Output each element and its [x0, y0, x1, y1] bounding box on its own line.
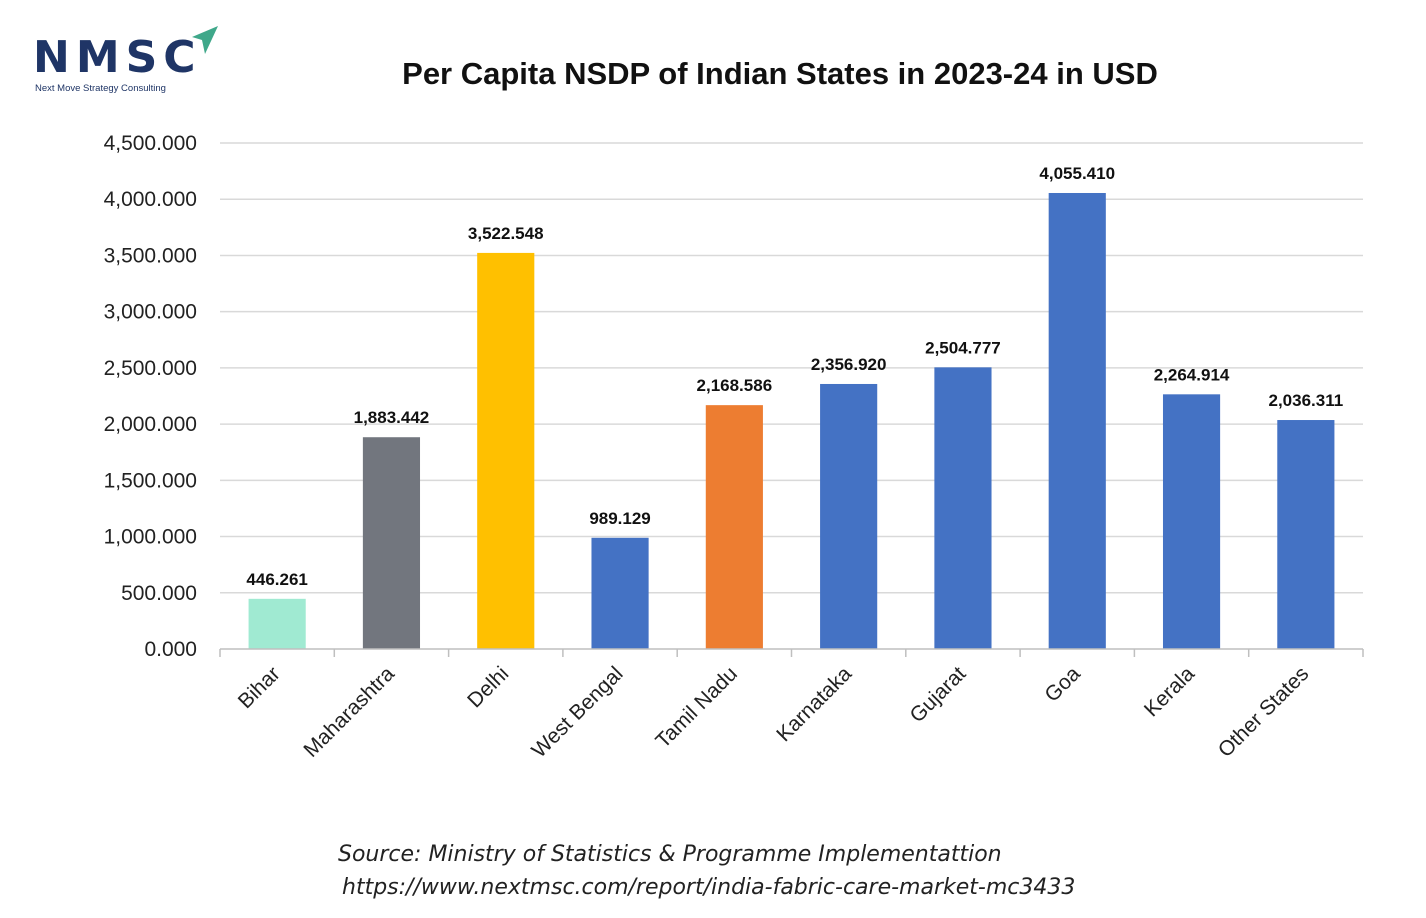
x-tick-label: Bihar	[234, 662, 285, 713]
y-axis-tick-labels: 0.000 500.000 1,000.000 1,500.000 2,000.000 2…	[104, 132, 197, 661]
source-note: Source: Ministry of Statistics & Program…	[338, 838, 1075, 904]
x-tick-label: Gujarat	[906, 662, 971, 727]
x-tick-label: Tamil Nadu	[651, 662, 742, 753]
x-tick-label: Kerala	[1140, 662, 1199, 721]
data-label: 2,264.914	[1154, 365, 1230, 384]
x-tick-label: Other States	[1214, 662, 1314, 762]
x-axis: Bihar Maharashtra Delhi West Bengal Tamil Na…	[219, 648, 1364, 762]
x-tick-label: Delhi	[463, 662, 513, 712]
y-tick-label: 0.000	[144, 638, 197, 661]
data-label: 2,504.777	[925, 338, 1001, 357]
source-url: https://www.nextmsc.com/report/india-fab…	[342, 875, 1076, 900]
data-label: 3,522.548	[468, 224, 544, 243]
bar	[477, 252, 535, 649]
x-tick-label: Goa	[1040, 662, 1085, 707]
y-tick-label: 4,500.000	[104, 132, 197, 155]
logo: NMSC Next Move Strategy Consulting	[30, 22, 230, 102]
logo-text: NMSC	[33, 32, 202, 83]
y-tick-label: 3,500.000	[104, 244, 197, 267]
bar	[362, 437, 421, 649]
bar	[1048, 192, 1106, 649]
logo-tagline: Next Move Strategy Consulting	[35, 83, 166, 94]
data-label: 1,883.442	[354, 408, 430, 427]
data-labels: 446.261 1,883.442 3,522.548 989.129 2,168.58…	[246, 164, 1343, 589]
bar	[248, 598, 306, 649]
data-label: 2,168.586	[697, 376, 773, 395]
y-tick-label: 1,000.000	[104, 526, 197, 549]
x-tick-label: West Bengal	[527, 662, 627, 762]
y-tick-label: 2,500.000	[104, 357, 197, 380]
source-line: Source: Ministry of Statistics & Program…	[338, 842, 1002, 867]
y-tick-label: 3,000.000	[104, 301, 197, 324]
x-tick-label: Karnataka	[772, 662, 856, 746]
bar	[1162, 394, 1221, 649]
y-tick-label: 2,000.000	[104, 413, 197, 436]
y-tick-label: 1,500.000	[104, 469, 197, 492]
bar	[934, 367, 992, 649]
data-label: 4,055.410	[1039, 164, 1115, 183]
bar	[820, 383, 878, 649]
bar-chart: 0.000 500.000 1,000.000 1,500.000 2,000.000 2…	[104, 132, 1364, 762]
chart-title: Per Capita NSDP of Indian States in 2023…	[402, 56, 1158, 91]
data-label: 2,036.311	[1268, 391, 1343, 410]
data-label: 2,356.920	[811, 355, 887, 374]
bar	[1277, 420, 1335, 649]
bar	[705, 405, 763, 649]
bars	[248, 192, 1335, 649]
y-tick-label: 500.000	[121, 582, 197, 605]
data-label: 989.129	[589, 509, 650, 528]
data-label: 446.261	[246, 570, 307, 589]
y-tick-label: 4,000.000	[104, 188, 197, 211]
bar	[591, 537, 649, 649]
paper-plane-icon	[192, 26, 218, 54]
x-tick-label: Maharashtra	[299, 662, 399, 762]
